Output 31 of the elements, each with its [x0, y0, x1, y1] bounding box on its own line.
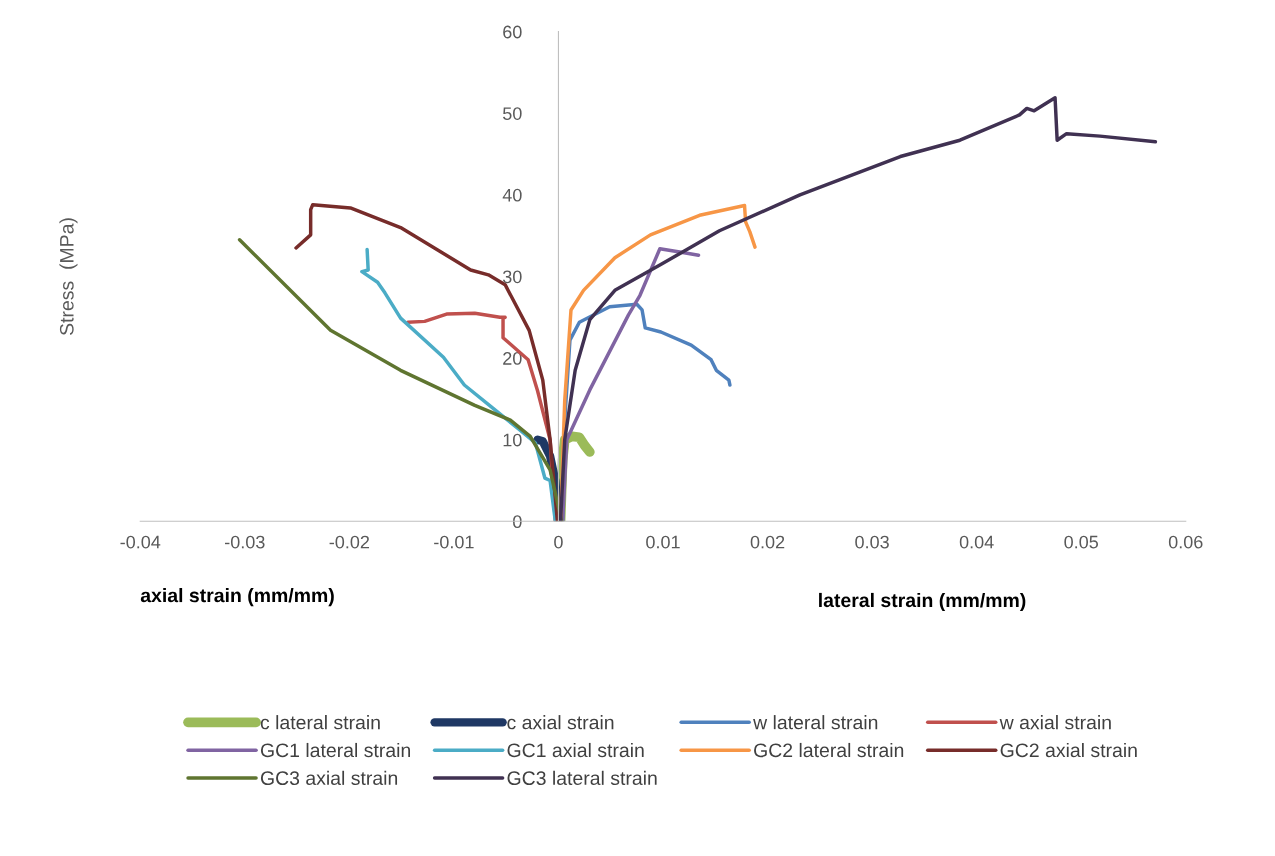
- x-tick-label: 0.01: [646, 535, 680, 549]
- legend-label: GC1 axial strain: [507, 742, 644, 758]
- y-tick-label: 20: [503, 352, 522, 365]
- legend-label: w axial strain: [999, 715, 1111, 730]
- text: axial strain (mm/mm): [140, 588, 334, 607]
- x-tick-label: 0.05: [1064, 535, 1099, 549]
- legend-label: c lateral strain: [260, 715, 380, 730]
- legend-label: GC3 lateral strain: [507, 770, 657, 786]
- legend-label: c axial strain: [507, 715, 614, 730]
- x-tick-label: 0.03: [855, 535, 889, 549]
- y-tick-label: 10: [503, 433, 522, 447]
- x-tick-label: 0.06: [1168, 535, 1203, 549]
- x-tick-label: 0.02: [750, 535, 785, 549]
- y-axis-title: Stress (MPa): [59, 218, 78, 336]
- y-tick-label: 50: [502, 107, 522, 120]
- x-tick-label: 0: [554, 535, 563, 549]
- x-tick-label: -0.03: [225, 535, 265, 549]
- x-tick-label: 0.04: [959, 535, 994, 549]
- y-tick-label: 40: [502, 188, 522, 202]
- text: lateral strain (mm/mm): [819, 592, 1026, 612]
- legend-label: GC3 axial strain: [260, 770, 398, 786]
- legend-label: GC2 lateral strain: [754, 742, 904, 758]
- x-tick-label: -0.02: [329, 535, 370, 549]
- y-tick-label: 60: [503, 25, 522, 39]
- legend-label: GC1 lateral strain: [260, 742, 410, 758]
- x-tick-label: -0.01: [434, 535, 474, 549]
- legend-label: GC2 axial strain: [1000, 742, 1137, 758]
- y-tick-label: 30: [502, 270, 522, 284]
- y-tick-label: 0: [513, 515, 522, 529]
- x-tick-label: -0.04: [120, 535, 161, 549]
- legend-label: w lateral strain: [753, 715, 878, 730]
